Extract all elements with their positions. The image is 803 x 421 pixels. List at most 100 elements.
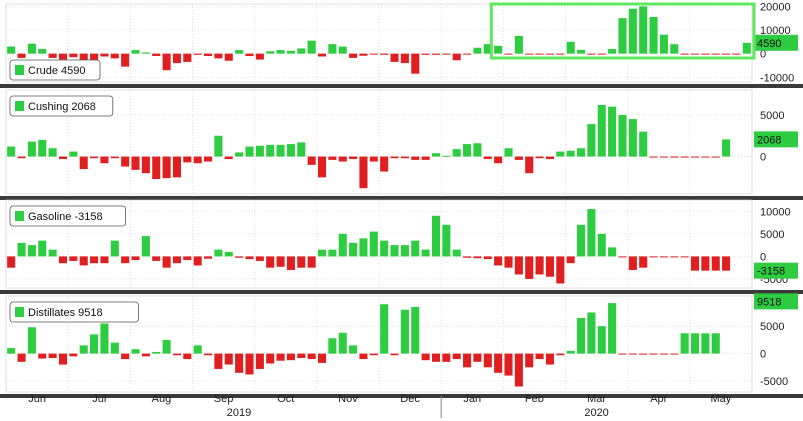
bar (162, 156, 171, 179)
bar (701, 333, 710, 354)
bar (328, 44, 337, 54)
bar (566, 41, 575, 54)
bar (390, 53, 399, 62)
bar (245, 256, 254, 260)
bar (307, 156, 316, 165)
bar (110, 53, 119, 59)
bar (276, 353, 285, 361)
bar (235, 152, 244, 157)
bar (525, 156, 534, 174)
x-tick-label: Feb (525, 393, 544, 405)
bar (566, 350, 575, 354)
bar (649, 17, 658, 54)
bar (587, 124, 596, 157)
bar (131, 349, 140, 354)
bar (494, 353, 503, 373)
bar (639, 353, 648, 355)
bar (639, 6, 648, 54)
bar (535, 156, 544, 159)
bar (38, 353, 47, 359)
bar (452, 149, 461, 157)
bar (483, 44, 492, 54)
bar (48, 353, 57, 358)
last-value-bg (754, 262, 798, 279)
bar (193, 156, 202, 164)
bar (141, 353, 150, 357)
legend-box (9, 95, 114, 117)
bar (235, 50, 244, 54)
bar (442, 353, 451, 362)
legend: Crude 4590 (9, 59, 101, 81)
bar (286, 256, 295, 270)
y-tick-label: 0 (760, 349, 766, 361)
x-axis: Jun Jul Aug Sep Oct Nov Dec Jan Feb Mar Apr May 2019… (28, 393, 732, 419)
legend-swatch (15, 211, 24, 221)
bar (494, 156, 503, 164)
bar (442, 53, 451, 55)
bar (690, 256, 700, 271)
y-tick-label: 5000 (760, 229, 784, 241)
bar (48, 148, 57, 157)
bar (7, 146, 16, 157)
bar (587, 209, 596, 257)
legend-swatch (15, 307, 24, 317)
legend-swatch (15, 65, 24, 75)
bar (235, 353, 244, 373)
bar (317, 156, 327, 178)
bar (722, 139, 731, 157)
legend-box (9, 205, 126, 227)
legend-label: Cushing 2068 (28, 101, 96, 113)
bar (680, 53, 689, 55)
bar (110, 342, 119, 354)
bar (359, 53, 368, 56)
bar (255, 53, 264, 60)
legend-box (9, 301, 139, 323)
y-tick-label: 5000 (760, 110, 784, 122)
bar (58, 156, 68, 160)
bar (628, 119, 637, 157)
bar (297, 256, 306, 268)
bar (463, 256, 472, 258)
x-tick-label: Jan (463, 393, 481, 405)
y-tick-label: -10000 (760, 72, 794, 84)
bar (369, 53, 378, 55)
x-tick-label: Sep (214, 393, 234, 405)
bar (639, 256, 648, 268)
bar (172, 256, 181, 264)
bar (545, 353, 554, 365)
bar (525, 53, 534, 55)
bar (27, 43, 36, 54)
bar (69, 256, 78, 261)
bar (659, 353, 668, 355)
bar (514, 35, 523, 54)
bar (338, 233, 347, 257)
bar (566, 256, 575, 264)
bar (701, 156, 710, 158)
bar (255, 145, 264, 157)
bar (690, 333, 700, 354)
bar (380, 240, 389, 257)
bar (307, 256, 316, 268)
bar (649, 156, 658, 158)
bar (587, 53, 596, 55)
panel-crude: 20000 10000 0 -10000 Crude 4590 4590 (0, 1, 803, 88)
bar (514, 256, 523, 275)
last-value-bg (754, 34, 798, 51)
bar (121, 156, 130, 167)
bar (608, 48, 617, 54)
bar (214, 249, 223, 257)
bar (431, 215, 441, 257)
bar (369, 353, 378, 356)
last-value-bg (754, 293, 798, 310)
panel-frame (5, 199, 753, 289)
bar (276, 50, 285, 54)
bar (183, 256, 192, 261)
bar (722, 53, 731, 55)
y-tick-label: 0 (760, 152, 766, 164)
bar (235, 256, 244, 258)
legend: Cushing 2068 (9, 95, 114, 117)
bar (79, 256, 88, 266)
bar (608, 247, 617, 257)
bar (421, 353, 430, 361)
